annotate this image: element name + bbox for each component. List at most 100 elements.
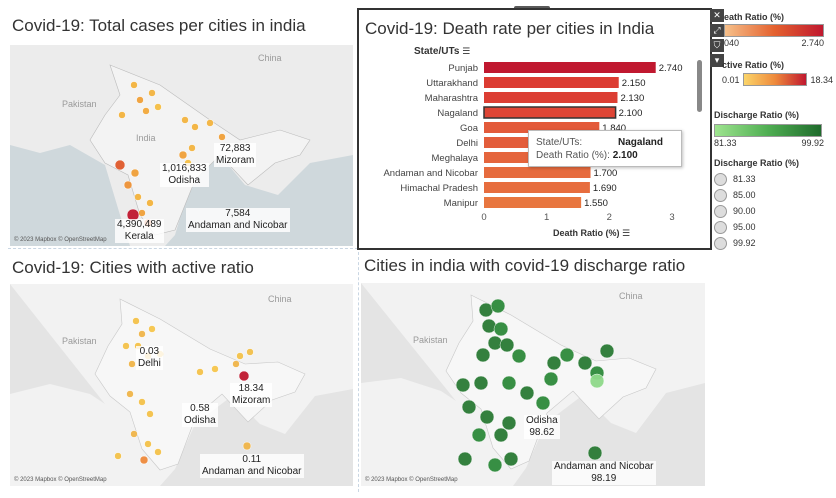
bar[interactable] — [484, 182, 590, 193]
active-ratio-legend[interactable]: ctive Ratio (%) 0.01 18.34 — [722, 60, 833, 86]
map-marker[interactable] — [493, 427, 509, 443]
map-marker[interactable] — [122, 342, 130, 350]
map-marker[interactable] — [473, 375, 489, 391]
filter-icon[interactable]: ⛉ — [710, 39, 724, 52]
map-marker[interactable] — [487, 457, 503, 473]
map-marker[interactable] — [511, 348, 527, 364]
active-label-mizoram[interactable]: 18.34 Mizoram — [230, 383, 273, 407]
active-ratio-map[interactable]: China Pakistan © 2023 Mapbox © OpenStree… — [10, 284, 353, 486]
active-label-odisha[interactable]: 0.58 Odisha — [182, 403, 218, 427]
map-marker[interactable] — [114, 452, 122, 460]
size-legend-item[interactable]: 85.00 — [714, 187, 799, 203]
cases-label-kerala[interactable]: 4,390,489 Kerala — [115, 219, 164, 243]
map-marker[interactable] — [499, 337, 515, 353]
map-marker[interactable] — [146, 199, 154, 207]
size-legend-item[interactable]: 90.00 — [714, 203, 799, 219]
map-marker[interactable] — [481, 318, 497, 334]
map-marker[interactable] — [138, 209, 146, 217]
map-marker[interactable] — [138, 330, 146, 338]
death-ratio-legend[interactable]: eath Ratio (%) 040 2.740 — [724, 12, 824, 48]
map-marker[interactable] — [546, 355, 562, 371]
discharge-color-legend[interactable]: Discharge Ratio (%) 81.33 99.92 — [714, 110, 824, 148]
map-marker[interactable] — [181, 116, 189, 124]
map-marker[interactable] — [487, 335, 503, 351]
sort-icon[interactable]: ☰ — [462, 46, 471, 56]
map-marker[interactable] — [134, 193, 142, 201]
map-marker[interactable] — [148, 89, 156, 97]
map-marker[interactable] — [218, 133, 226, 141]
sort-icon[interactable]: ☰ — [622, 228, 631, 238]
map-marker[interactable] — [206, 119, 214, 127]
map-marker[interactable] — [559, 347, 575, 363]
expand-icon[interactable]: ⤢ — [710, 24, 724, 37]
map-marker[interactable] — [130, 81, 138, 89]
map-marker[interactable] — [535, 395, 551, 411]
map-marker[interactable] — [138, 398, 146, 406]
map-marker[interactable] — [154, 448, 162, 456]
map-marker[interactable] — [543, 371, 559, 387]
map-marker[interactable] — [136, 96, 144, 104]
map-marker[interactable] — [471, 427, 487, 443]
total-cases-map[interactable]: China Pakistan India © 2023 Mapbox © Ope… — [10, 45, 353, 246]
map-marker[interactable] — [475, 347, 491, 363]
map-marker[interactable] — [154, 103, 162, 111]
map-marker[interactable] — [587, 445, 603, 461]
map-marker[interactable] — [188, 144, 196, 152]
map-marker[interactable] — [211, 365, 219, 373]
map-marker[interactable] — [196, 368, 204, 376]
map-marker[interactable] — [493, 321, 509, 337]
discharge-map[interactable]: China Pakistan © 2023 Mapbox © OpenStree… — [361, 283, 705, 486]
bar[interactable] — [484, 167, 591, 178]
bar[interactable] — [484, 122, 600, 133]
map-marker[interactable] — [232, 360, 240, 368]
map-marker[interactable] — [139, 455, 149, 465]
map-marker[interactable] — [519, 385, 535, 401]
discharge-label-andaman[interactable]: Andaman and Nicobar 98.19 — [552, 461, 656, 485]
map-marker[interactable] — [132, 317, 140, 325]
map-marker[interactable] — [479, 409, 495, 425]
map-marker[interactable] — [178, 150, 188, 160]
map-marker[interactable] — [146, 410, 154, 418]
bar[interactable] — [484, 92, 618, 103]
size-legend-item[interactable]: 81.33 — [714, 171, 799, 187]
bar[interactable] — [484, 62, 656, 73]
map-marker[interactable] — [130, 168, 140, 178]
map-marker[interactable] — [142, 107, 150, 115]
map-marker[interactable] — [130, 430, 138, 438]
map-marker[interactable] — [455, 377, 471, 393]
map-marker[interactable] — [246, 348, 254, 356]
map-marker[interactable] — [242, 441, 252, 451]
map-marker[interactable] — [461, 399, 477, 415]
map-marker[interactable] — [128, 360, 136, 368]
cases-label-andaman[interactable]: 7,584 Andaman and Nicobar — [186, 208, 290, 232]
bar[interactable] — [483, 106, 617, 119]
active-label-delhi[interactable]: 0.03 Delhi — [136, 346, 163, 370]
size-legend-item[interactable]: 95.00 — [714, 219, 799, 235]
death-rate-panel[interactable]: Covid-19: Death rate per cities in India… — [357, 8, 712, 250]
map-marker[interactable] — [191, 123, 199, 131]
size-legend-item[interactable]: 99.92 — [714, 235, 799, 251]
map-marker[interactable] — [126, 390, 134, 398]
map-marker[interactable] — [501, 415, 517, 431]
map-marker[interactable] — [501, 375, 517, 391]
map-marker[interactable] — [144, 440, 152, 448]
map-marker[interactable] — [114, 159, 126, 171]
map-marker[interactable] — [238, 370, 250, 382]
map-marker[interactable] — [503, 451, 519, 467]
map-marker[interactable] — [123, 180, 133, 190]
map-marker[interactable] — [599, 343, 615, 359]
bar[interactable] — [484, 197, 582, 208]
map-marker[interactable] — [490, 298, 506, 314]
discharge-label-odisha[interactable]: Odisha 98.62 — [524, 415, 560, 439]
cases-label-odisha[interactable]: 1,016,833 Odisha — [160, 163, 209, 187]
close-icon[interactable]: ✕ — [710, 9, 724, 22]
bar[interactable] — [484, 77, 619, 88]
map-marker[interactable] — [457, 451, 473, 467]
discharge-size-legend[interactable]: Discharge Ratio (%) 81.33 85.00 90.00 95… — [714, 158, 799, 251]
map-marker[interactable] — [236, 352, 244, 360]
map-marker[interactable] — [589, 373, 605, 389]
cases-label-mizoram[interactable]: 72,883 Mizoram — [214, 143, 257, 167]
active-label-andaman[interactable]: 0.11 Andaman and Nicobar — [200, 454, 304, 478]
scrollbar[interactable] — [697, 60, 702, 112]
map-marker[interactable] — [118, 111, 126, 119]
